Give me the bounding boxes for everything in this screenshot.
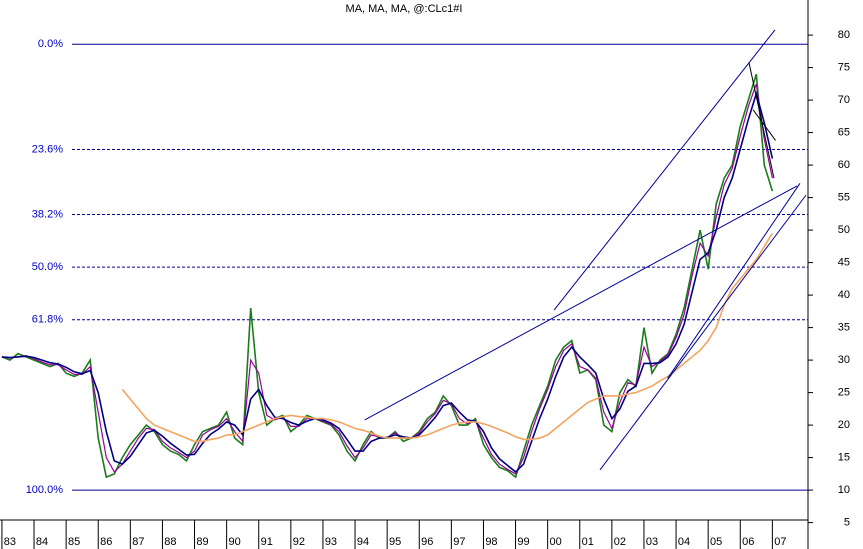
x-tick-label: 90: [229, 536, 241, 548]
chart-title: MA, MA, MA, @:CLc1#I: [346, 3, 463, 15]
y-tick-label: 70: [838, 94, 850, 106]
fib-level-label: 23.6%: [32, 143, 63, 155]
y-tick-label: 10: [838, 484, 850, 496]
y-tick-label: 55: [838, 192, 850, 204]
trendline: [752, 109, 776, 141]
y-tick-label: 15: [838, 452, 850, 464]
x-tick-label: 00: [550, 536, 562, 548]
trendline: [553, 29, 776, 311]
y-tick-label: 5: [844, 517, 850, 529]
x-tick-label: 88: [164, 536, 176, 548]
x-tick-label: 99: [517, 536, 529, 548]
x-tick-label: 07: [774, 536, 786, 548]
y-tick-label: 45: [838, 257, 850, 269]
y-tick-label: 75: [838, 62, 850, 74]
x-tick-label: 98: [485, 536, 497, 548]
x-tick-label: 86: [100, 536, 112, 548]
x-tick-label: 83: [4, 536, 16, 548]
x-tick-label: 04: [678, 536, 690, 548]
y-tick-label: 25: [838, 387, 850, 399]
fib-level-label: 61.8%: [32, 314, 63, 326]
x-tick-label: 85: [68, 536, 80, 548]
y-tick-label: 60: [838, 159, 850, 171]
fib-level-label: 38.2%: [32, 208, 63, 220]
x-tick-label: 05: [710, 536, 722, 548]
x-tick-label: 96: [421, 536, 433, 548]
x-tick-label: 87: [132, 536, 144, 548]
trendline: [364, 185, 798, 421]
series-line: [121, 232, 774, 443]
x-tick-label: 02: [614, 536, 626, 548]
y-tick-label: 80: [838, 29, 850, 41]
fib-level-label: 0.0%: [38, 38, 63, 50]
y-tick-label: 35: [838, 322, 850, 334]
y-tick-label: 30: [838, 354, 850, 366]
x-tick-label: 92: [293, 536, 305, 548]
fib-level-label: 50.0%: [32, 261, 63, 273]
x-tick-label: 91: [261, 536, 273, 548]
x-tick-label: 97: [453, 536, 465, 548]
y-tick-label: 65: [838, 127, 850, 139]
trendline: [667, 183, 801, 379]
trendline: [599, 194, 807, 471]
x-tick-label: 95: [389, 536, 401, 548]
x-tick-label: 03: [646, 536, 658, 548]
y-tick-label: 20: [838, 419, 850, 431]
x-tick-label: 84: [36, 536, 48, 548]
y-tick-label: 40: [838, 289, 850, 301]
x-tick-label: 06: [742, 536, 754, 548]
x-tick-label: 01: [582, 536, 594, 548]
y-tick-label: 50: [838, 224, 850, 236]
x-tick-label: 93: [325, 536, 337, 548]
trendline: [748, 62, 775, 179]
fib-level-label: 100.0%: [26, 484, 64, 496]
x-tick-label: 94: [357, 536, 369, 548]
x-tick-label: 89: [196, 536, 208, 548]
